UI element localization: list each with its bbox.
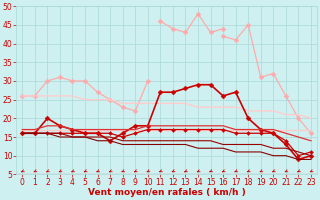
X-axis label: Vent moyen/en rafales ( km/h ): Vent moyen/en rafales ( km/h ) xyxy=(88,188,245,197)
